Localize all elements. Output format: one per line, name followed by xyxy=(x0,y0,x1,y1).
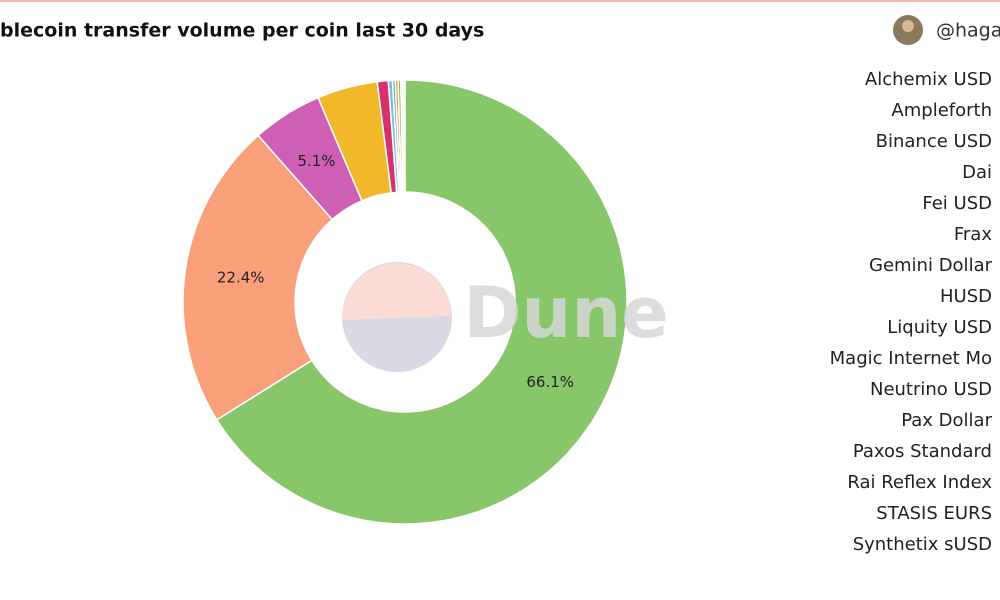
chart-title: blecoin transfer volume per coin last 30… xyxy=(0,20,484,42)
legend-entry[interactable]: Gemini Dollar xyxy=(869,255,993,276)
value-label: 5.1% xyxy=(297,152,335,170)
legend-entry[interactable]: Pax Dollar xyxy=(901,410,992,431)
logo-top xyxy=(341,262,452,320)
value-label: 22.4% xyxy=(217,269,265,287)
legend-entry[interactable]: Ampleforth xyxy=(891,100,992,121)
legend-entry[interactable]: Paxos Standard xyxy=(853,441,992,462)
legend-entry[interactable]: STASIS EURS xyxy=(876,503,992,524)
watermark: Dune xyxy=(463,272,668,354)
legend-entry[interactable]: Liquity USD xyxy=(887,317,992,338)
legend-entry[interactable]: HUSD xyxy=(940,286,992,307)
legend-entry[interactable]: Neutrino USD xyxy=(870,379,992,400)
top-border xyxy=(0,0,1000,2)
legend-entry[interactable]: Synthetix sUSD xyxy=(853,534,992,555)
legend-entry[interactable]: Rai Reflex Index xyxy=(847,472,992,493)
legend-entry[interactable]: Alchemix USD xyxy=(865,69,992,90)
value-label: 66.1% xyxy=(526,373,574,391)
legend-entry[interactable]: Frax xyxy=(954,224,992,245)
slice xyxy=(402,79,406,193)
slice xyxy=(182,134,334,421)
legend-entry[interactable]: Fei USD xyxy=(922,193,992,214)
legend-entry[interactable]: Binance USD xyxy=(876,131,992,152)
author[interactable]: @haga xyxy=(936,20,1000,42)
avatar-face xyxy=(902,20,914,32)
legend-entry[interactable]: Magic Internet Mo xyxy=(830,348,992,369)
pie: 66.1% 22.4% 5.1% xyxy=(182,79,628,525)
legend: Alchemix USD Ampleforth Binance USD Dai Fei … xyxy=(830,69,993,555)
legend-entry[interactable]: Dai xyxy=(962,162,992,183)
slice xyxy=(215,79,628,525)
